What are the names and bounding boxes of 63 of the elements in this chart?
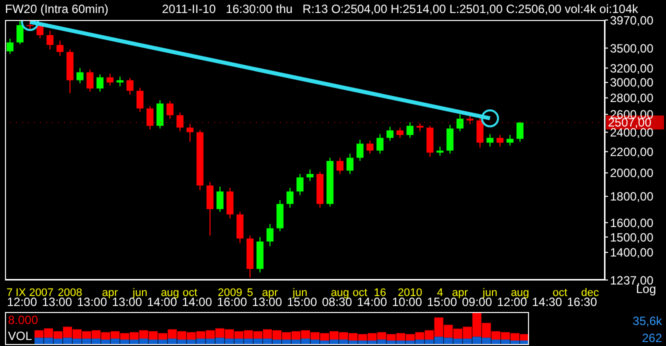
candlestick xyxy=(486,134,494,148)
candlestick xyxy=(206,181,214,236)
x-tick-label: apr xyxy=(262,286,278,299)
candlestick xyxy=(436,146,444,156)
candlestick xyxy=(356,139,364,162)
annotation: 8.000 xyxy=(8,313,38,327)
candlestick xyxy=(166,100,174,120)
candlestick xyxy=(186,124,194,142)
y-tick-label: 3200,00 xyxy=(610,61,654,76)
candlestick xyxy=(6,38,14,54)
candlestick xyxy=(216,186,224,212)
candlestick xyxy=(266,224,274,247)
candlestick xyxy=(476,117,484,148)
candlestick xyxy=(86,68,94,92)
y-tick-label: 2200,00 xyxy=(610,144,654,159)
chart-subtitle: 2011-II-10 16:30:00 thu R:13 O:2504,00 H:2514,00 L:2501,00 C:2506,00 vol:4k oi:104k xyxy=(162,2,638,16)
candlestick xyxy=(56,40,64,56)
candlestick xyxy=(506,134,514,146)
candlestick xyxy=(366,140,374,154)
candlestick xyxy=(136,87,144,112)
y-tick-label: 1800,00 xyxy=(610,190,654,204)
candlestick xyxy=(46,30,54,50)
candlestick xyxy=(106,73,114,86)
candlestick xyxy=(156,100,164,130)
y-tick-label: 3970,00 xyxy=(610,13,654,28)
candlestick xyxy=(16,20,24,45)
y-tick-label: 3000,00 xyxy=(610,76,654,90)
candlestick xyxy=(336,157,344,174)
candlestick xyxy=(286,187,294,208)
x-tick-label: aug xyxy=(330,286,350,299)
candlestick xyxy=(496,134,504,148)
candlestick xyxy=(376,134,384,154)
y-tick-label: 2000,00 xyxy=(610,166,654,180)
text: VOL xyxy=(8,329,32,343)
y-tick-label: 1600,00 xyxy=(610,216,654,230)
candlestick xyxy=(226,187,234,219)
y-tick-label: 1500,00 xyxy=(610,230,654,244)
candlestick xyxy=(346,153,354,174)
y-tick-label: 3500,00 xyxy=(610,41,654,56)
candlestick xyxy=(176,112,184,132)
candlestick xyxy=(126,78,134,96)
candlestick xyxy=(76,68,84,84)
candlestick xyxy=(146,105,154,130)
text: 262 xyxy=(642,331,662,345)
candlestick xyxy=(116,76,124,87)
y-tick-label: 1237,00 xyxy=(610,273,654,288)
candlestick xyxy=(456,114,464,132)
candlestick xyxy=(306,169,314,182)
chart-title: FW20 (Intra 60min) xyxy=(5,2,108,16)
x-tick-label: jun xyxy=(132,286,148,299)
candlestick xyxy=(446,124,454,154)
candlestick xyxy=(96,74,104,92)
candlestick xyxy=(406,122,414,138)
x-tick-label: jun xyxy=(482,286,498,299)
candlestick xyxy=(516,121,524,142)
y-tick-label: 2800,00 xyxy=(610,91,654,106)
x-tick-label: 5 xyxy=(246,286,254,299)
candlestick xyxy=(386,126,394,142)
candlestick xyxy=(396,127,404,138)
candlestick xyxy=(296,173,304,196)
x-tick-label: jun xyxy=(292,286,308,299)
y-tick-label: 1400,00 xyxy=(610,246,654,260)
text: 35,6k xyxy=(632,314,662,328)
